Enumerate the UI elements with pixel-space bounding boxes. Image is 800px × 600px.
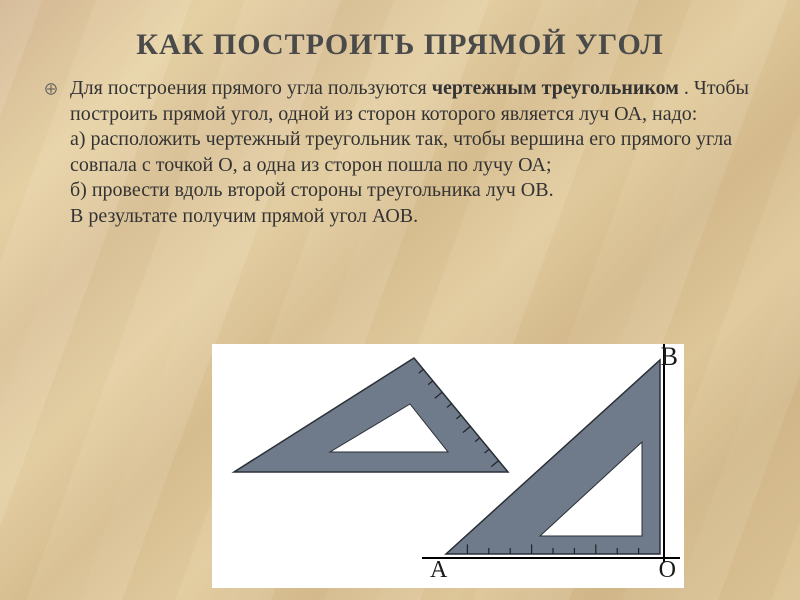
label-A: А — [430, 557, 447, 584]
label-O: О — [659, 557, 676, 584]
bullet-icon — [44, 82, 58, 96]
body-text-block: Для построения прямого угла пользуются ч… — [42, 76, 758, 230]
label-B: В — [661, 342, 678, 372]
slide-title: КАК ПОСТРОИТЬ ПРЯМОЙ УГОЛ — [42, 28, 758, 62]
result-line: В результате получим прямой угол АОВ. — [70, 205, 418, 227]
triangles-figure: В А О — [212, 344, 684, 588]
step-a: а) расположить чертежный треугольник так… — [70, 128, 732, 176]
body-paragraph: Для построения прямого угла пользуются ч… — [70, 76, 758, 230]
bold-term: чертежным треугольником — [432, 77, 679, 99]
intro-text: Для построения прямого угла пользуются — [70, 77, 432, 99]
slide: КАК ПОСТРОИТЬ ПРЯМОЙ УГОЛ Для построения… — [0, 0, 800, 600]
step-b: б) провести вдоль второй стороны треугол… — [70, 179, 554, 201]
